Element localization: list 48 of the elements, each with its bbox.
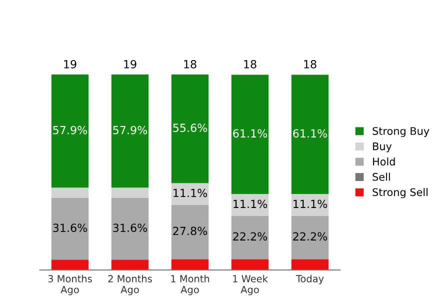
x-tick-label: Today: [296, 274, 324, 284]
bar: [291, 74, 329, 194]
bar: [231, 216, 269, 260]
legend-label: Strong Buy: [372, 127, 430, 137]
annotation: 19: [64, 60, 76, 68]
annotation: 18: [184, 60, 196, 68]
data-label: 31.6%: [53, 224, 88, 232]
bar: [51, 260, 89, 270]
legend-label: Strong Sell: [372, 188, 428, 198]
bar: [111, 74, 149, 188]
bar: [171, 74, 209, 184]
bar: [171, 183, 209, 205]
bar: [111, 260, 149, 270]
annotation: 18: [244, 60, 256, 68]
bar: [51, 198, 89, 260]
bar: [171, 259, 209, 270]
legend-label: Sell: [372, 172, 390, 181]
x-tick-label: 1 Month Ago: [171, 274, 210, 296]
annotation: 18: [304, 60, 316, 68]
x-tick-label: 2 Months Ago: [108, 274, 152, 296]
bar: [171, 204, 209, 260]
data-label: 57.9%: [53, 126, 88, 134]
data-label: 22.2%: [293, 232, 328, 241]
bar: [51, 74, 89, 188]
data-label: 11.1%: [174, 188, 208, 198]
legend-label: Buy: [373, 142, 392, 152]
data-label: 61.1%: [233, 129, 268, 138]
data-label: 31.6%: [113, 224, 148, 232]
x-tick-label: 1 Week Ago: [233, 274, 268, 296]
data-label: 55.6%: [173, 124, 208, 132]
x-tick-label: 3 Months Ago: [48, 274, 92, 296]
bar: [231, 259, 269, 270]
annotation: 19: [124, 60, 136, 68]
bar: [291, 194, 329, 216]
data-label: 11.1%: [234, 200, 268, 208]
legend-label: Hold: [373, 157, 395, 166]
bar: [51, 188, 89, 198]
data-label: 27.8%: [173, 226, 208, 236]
bar: [231, 194, 269, 216]
bar: [111, 198, 149, 260]
data-label: 11.1%: [294, 200, 328, 208]
data-label: 57.9%: [113, 126, 148, 134]
bar: [231, 74, 269, 194]
bar: [291, 259, 329, 270]
data-label: 22.2%: [233, 232, 268, 241]
bar: [291, 216, 329, 260]
bar: [111, 188, 149, 198]
data-label: 61.1%: [293, 129, 328, 138]
